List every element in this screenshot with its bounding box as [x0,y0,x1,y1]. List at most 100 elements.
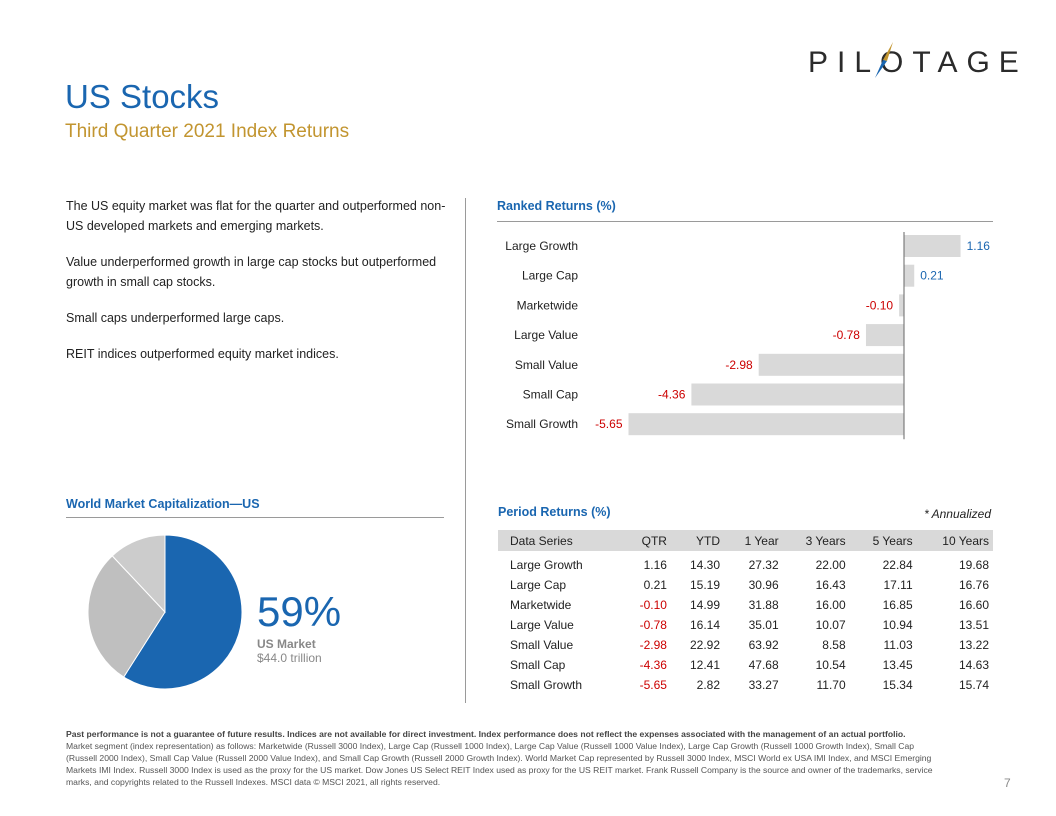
ranked-returns-chart: Large Growth 1.16 Large Cap 0.21 Marketwide -… [505,232,990,440]
ranked-returns-title: Ranked Returns (%) [497,199,616,213]
table-row: Large Growth 1.16 14.30 27.32 22.00 22.84 19.6… [498,551,993,575]
return-cell: 16.00 [815,598,846,612]
return-cell: 63.92 [748,638,779,652]
return-cell: 22.92 [689,638,721,652]
ranked-category-label: Small Growth [506,417,578,431]
return-cell: -0.78 [639,618,667,632]
ranked-value-label: 0.21 [920,269,944,283]
column-divider [465,198,466,703]
return-cell: 22.00 [815,558,846,572]
column-header: Data Series [498,530,622,551]
return-cell: 10.07 [815,618,846,632]
return-cell: 27.32 [748,558,779,572]
table-row: Large Value -0.78 16.14 35.01 10.07 10.94 13.5… [498,615,993,635]
world-market-cap-rule [66,517,444,518]
pie-slice-other [111,534,166,614]
ranked-value-label: -0.10 [866,298,894,312]
return-cell: 13.51 [958,618,989,632]
return-cell: -4.36 [639,658,667,672]
return-cell: 22.84 [882,558,913,572]
ranked-value-label: -4.36 [658,388,686,402]
return-cell: 15.34 [882,678,913,692]
column-header: QTR [621,530,671,551]
ranked-category-label: Large Value [514,328,578,342]
table-row: Marketwide -0.10 14.99 31.88 16.00 16.85 16.60 [498,595,993,615]
series-name-cell: Large Value [510,618,574,632]
column-header: YTD [670,530,725,551]
ranked-category-label: Small Cap [523,388,579,402]
return-cell: -2.98 [639,638,667,652]
return-cell: -5.65 [639,678,667,692]
series-name-cell: Large Cap [510,578,567,592]
ranked-bar [899,294,904,317]
return-cell: 16.14 [689,618,721,632]
return-cell: 14.30 [689,558,721,572]
disclosure-footnote: Past performance is not a guarantee of f… [66,728,946,788]
world-market-cap-pie [87,534,243,690]
table-header-row: Data Series QTR YTD 1 Year 3 Years 5 Yea… [498,530,993,551]
ranked-bar [904,235,961,257]
return-cell: 16.85 [882,598,913,612]
column-header: 1 Year [724,530,783,551]
column-header: 3 Years [782,530,850,551]
pie-slice-us [123,534,243,690]
table-row: Small Value -2.98 22.92 63.92 8.58 11.03 13.22 [498,635,993,655]
ranked-category-label: Small Value [515,358,578,372]
annualized-note: * Annualized [924,507,991,521]
return-cell: 19.68 [958,558,989,572]
return-cell: 11.70 [816,678,846,692]
ranked-returns-rule [497,221,993,222]
return-cell: 2.82 [696,678,721,692]
page-title: US Stocks [65,78,220,115]
series-name-cell: Large Growth [510,558,583,572]
return-cell: 47.68 [748,658,779,672]
period-returns-table: Data Series QTR YTD 1 Year 3 Years 5 Yea… [498,530,993,695]
us-market-percent: 59% [257,588,342,635]
period-returns-title: Period Returns (%) [498,505,611,519]
return-cell: 15.19 [689,578,721,592]
table-row: Large Cap 0.21 15.19 30.96 16.43 17.11 16.76 [498,575,993,595]
ranked-category-label: Large Growth [505,239,578,253]
return-cell: 14.63 [958,658,989,672]
page-subtitle: Third Quarter 2021 Index Returns [65,121,350,142]
return-cell: -0.10 [639,598,667,612]
pilotage-logo: PILOTAGE [808,46,1028,79]
return-cell: 31.88 [748,598,779,612]
return-cell: 1.16 [643,558,667,572]
return-cell: 16.43 [815,578,846,592]
table-row: Small Cap -4.36 12.41 47.68 10.54 13.45 14.63 [498,655,993,675]
return-cell: 16.76 [958,578,989,592]
commentary-paragraph: REIT indices outperformed equity market … [66,347,339,361]
return-cell: 33.27 [748,678,779,692]
world-market-cap-title: World Market Capitalization—US [66,497,260,511]
us-market-value: $44.0 trillion [257,651,322,665]
return-cell: 0.21 [643,578,667,592]
footnote-text: Market segment (index representation) as… [66,741,933,787]
return-cell: 14.99 [689,598,721,612]
return-cell: 10.94 [882,618,913,632]
ranked-category-label: Large Cap [522,269,578,283]
footnote-bold: Past performance is not a guarantee of f… [66,729,906,739]
return-cell: 12.41 [689,658,721,672]
series-name-cell: Small Value [510,638,574,652]
ranked-bar [865,324,904,347]
us-market-label: US Market [257,637,316,651]
pie-slice-other [87,555,166,678]
column-header: 10 Years [916,530,993,551]
series-name-cell: Small Growth [510,678,583,692]
return-cell: 15.74 [958,678,989,692]
commentary-paragraph: The US equity market was flat for the qu… [66,199,446,233]
series-name-cell: Small Cap [510,658,566,672]
return-cell: 30.96 [748,578,779,592]
return-cell: 16.60 [958,598,989,612]
table-row: Small Growth -5.65 2.82 33.27 11.70 15.34 15.7… [498,675,993,695]
return-cell: 11.03 [883,638,913,652]
commentary: The US equity market was flat for the qu… [66,196,446,380]
ranked-value-label: -5.65 [595,417,623,431]
ranked-bar [628,413,904,436]
commentary-paragraph: Small caps underperformed large caps. [66,311,285,325]
return-cell: 13.45 [882,658,913,672]
ranked-value-label: -2.98 [725,358,753,372]
column-header: 5 Years [849,530,917,551]
return-cell: 10.54 [815,658,846,672]
